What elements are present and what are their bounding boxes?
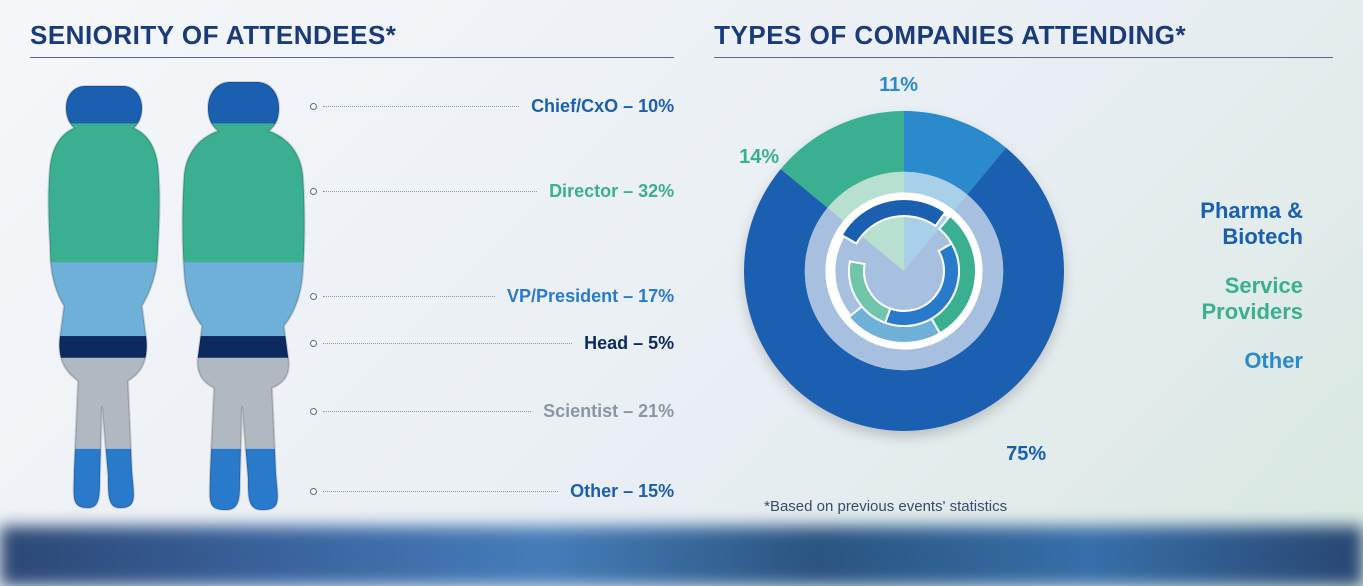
seniority-row: Scientist – 21%: [310, 401, 674, 422]
seniority-label: VP/President – 17%: [501, 286, 674, 307]
legend: Pharma &Biotech ServiceProviders Other: [1094, 76, 1333, 496]
seniority-label: Director – 32%: [543, 181, 674, 202]
leader-dot: [310, 408, 317, 415]
seniority-row: Director – 32%: [310, 181, 674, 202]
callout-pharma: 75%: [1006, 443, 1046, 466]
seniority-body: Chief/CxO – 10% Director – 32% VP/Presid…: [30, 76, 674, 516]
pie-area: 75% 14% 11% Pharma &Biotech ServiceProvid…: [714, 76, 1333, 496]
companies-title: TYPES OF COMPANIES ATTENDING*: [714, 20, 1333, 51]
companies-divider: [714, 57, 1333, 58]
leader-line: [323, 191, 537, 192]
seniority-divider: [30, 57, 674, 58]
legend-item: Pharma &Biotech: [1124, 198, 1333, 251]
seniority-label: Other – 15%: [564, 481, 674, 502]
seniority-labels: Chief/CxO – 10% Director – 32% VP/Presid…: [310, 76, 674, 516]
leader-dot: [310, 188, 317, 195]
seniority-row: VP/President – 17%: [310, 286, 674, 307]
pie-wrap: 75% 14% 11%: [714, 76, 1094, 496]
legend-item: Other: [1124, 348, 1333, 374]
callout-other: 11%: [879, 74, 918, 97]
leader-dot: [310, 488, 317, 495]
leader-line: [323, 106, 519, 107]
leader-line: [323, 491, 558, 492]
seniority-row: Chief/CxO – 10%: [310, 96, 674, 117]
leader-dot: [310, 340, 317, 347]
main-container: SENIORITY OF ATTENDEES* Chief/CxO – 10% …: [0, 0, 1363, 586]
leader-line: [323, 343, 572, 344]
seniority-label: Chief/CxO – 10%: [525, 96, 674, 117]
leader-line: [323, 296, 495, 297]
leader-dot: [310, 293, 317, 300]
seniority-label: Head – 5%: [578, 333, 674, 354]
seniority-label: Scientist – 21%: [537, 401, 674, 422]
leader-dot: [310, 103, 317, 110]
seniority-panel: SENIORITY OF ATTENDEES* Chief/CxO – 10% …: [30, 20, 694, 536]
footnote: *Based on previous events' statistics: [764, 498, 1333, 515]
legend-item: ServiceProviders: [1124, 273, 1333, 326]
callout-service: 14%: [739, 146, 779, 169]
seniority-row: Head – 5%: [310, 333, 674, 354]
leader-line: [323, 411, 531, 412]
seniority-title: SENIORITY OF ATTENDEES*: [30, 20, 674, 51]
companies-panel: TYPES OF COMPANIES ATTENDING* 75% 14% 11…: [694, 20, 1333, 536]
silhouettes: [30, 76, 310, 516]
seniority-row: Other – 15%: [310, 481, 674, 502]
